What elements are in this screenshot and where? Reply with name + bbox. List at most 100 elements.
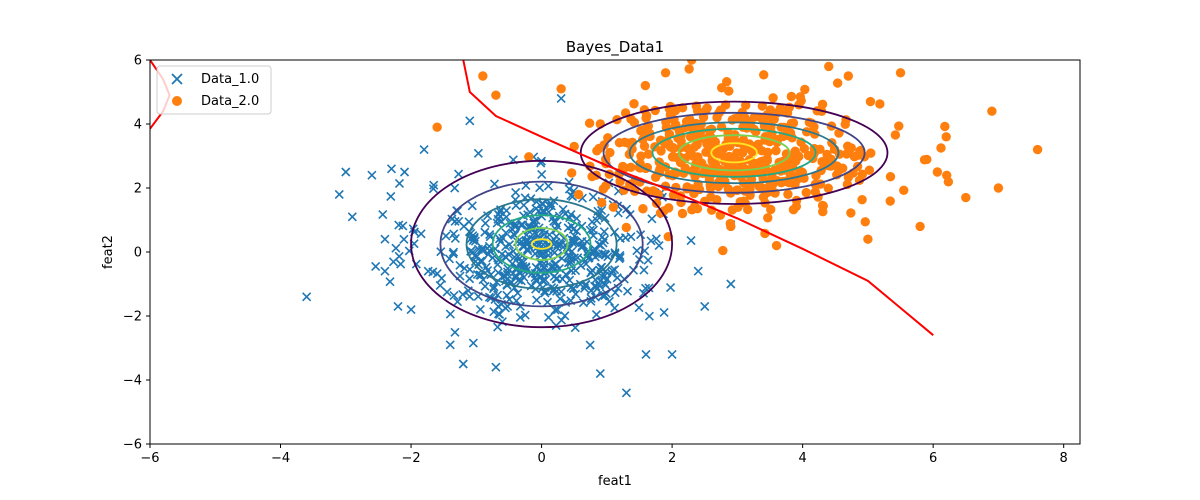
data-point-data2 — [639, 141, 650, 151]
data-point-data2 — [809, 122, 819, 132]
data-point-data1 — [641, 349, 651, 359]
data-point-data1 — [565, 213, 575, 223]
data-point-data1 — [613, 283, 623, 293]
data-point-data1 — [686, 236, 696, 246]
data-point-data2 — [689, 201, 700, 212]
data-point-data2 — [751, 126, 761, 137]
data-point-data1 — [386, 191, 396, 202]
data-point-data1 — [458, 289, 468, 300]
data-point-data2 — [795, 92, 806, 102]
data-point-data1 — [539, 253, 549, 263]
data-point-data1 — [347, 212, 357, 222]
y-tick-label: 6 — [134, 54, 142, 69]
data-point-data1 — [429, 180, 439, 190]
data-point-data1 — [494, 255, 504, 265]
data-point-data2 — [655, 208, 666, 218]
data-point-data1 — [475, 304, 485, 315]
data-point-data1 — [621, 388, 631, 398]
data-point-data1 — [555, 294, 565, 304]
data-point-data1 — [483, 211, 493, 221]
data-point-data1 — [588, 192, 598, 202]
data-point-data1 — [511, 187, 521, 197]
data-point-data2 — [663, 203, 674, 213]
data-point-data2 — [584, 118, 595, 128]
x-tick-label: −2 — [401, 451, 420, 466]
data-point-data2 — [698, 112, 709, 122]
axis-ticks: −6 −4 −2 0 2 4 6 8 −6 −4 −2 0 2 4 6 — [123, 54, 1068, 467]
data-point-data1 — [442, 287, 452, 297]
contour-ellipse-class1 — [465, 198, 618, 290]
data-point-data1 — [542, 297, 553, 307]
data-point-data1 — [563, 258, 574, 268]
data-point-data1 — [465, 291, 475, 301]
data-point-data2 — [676, 197, 686, 208]
contour-ellipse-class1 — [491, 214, 592, 274]
data-point-data1 — [416, 229, 426, 239]
data-point-data1 — [565, 275, 575, 285]
data-point-data1 — [636, 230, 646, 240]
data-point-data2 — [569, 141, 579, 152]
plot-area — [150, 60, 1043, 398]
data-point-data1 — [543, 181, 553, 191]
data-point-data1 — [450, 183, 460, 193]
data-point-data1 — [398, 221, 408, 231]
data-point-data1 — [380, 266, 390, 276]
data-point-data1 — [551, 274, 561, 284]
data-point-data1 — [452, 206, 463, 216]
data-point-data2 — [524, 152, 534, 162]
data-point-data1 — [558, 204, 568, 215]
data-point-data2 — [733, 112, 744, 123]
data-point-data2 — [716, 83, 727, 93]
data-point-data2 — [603, 133, 613, 143]
data-point-data1 — [419, 145, 429, 155]
data-point-data1 — [465, 116, 475, 126]
x-tick-label: 0 — [537, 451, 545, 466]
data-point-data1 — [561, 269, 571, 279]
data-point-data1 — [726, 279, 736, 289]
data-point-data1 — [552, 305, 562, 315]
data-point-data2 — [656, 146, 666, 156]
data-point-data1 — [667, 349, 677, 359]
data-point-data2 — [761, 114, 771, 124]
data-point-data2 — [915, 221, 925, 232]
data-point-data2 — [875, 99, 885, 109]
data-point-data1 — [543, 312, 554, 323]
data-point-data1 — [371, 261, 381, 272]
data-point-data1 — [535, 183, 545, 193]
data-point-data2 — [723, 184, 734, 194]
data-point-data1 — [622, 286, 633, 296]
chart-title: Bayes_Data1 — [566, 38, 664, 57]
data-point-data1 — [445, 340, 455, 350]
data-point-data1 — [448, 249, 458, 259]
data-point-data1 — [391, 243, 401, 253]
contour-ellipse-class1 — [439, 180, 644, 308]
data-point-data2 — [566, 168, 577, 178]
data-point-data1 — [489, 307, 499, 317]
data-point-data2 — [843, 172, 854, 183]
data-point-data1 — [588, 230, 598, 241]
data-point-data2 — [573, 189, 584, 200]
legend-marker-data1 — [171, 73, 183, 85]
data-point-data2 — [667, 152, 678, 162]
data-point-data1 — [528, 234, 538, 244]
data-point-data1 — [639, 265, 649, 275]
legend-label-data2: Data_2.0 — [201, 94, 259, 109]
x-tick-label: 6 — [929, 451, 937, 466]
data-point-data1 — [569, 231, 580, 241]
data-point-data2 — [741, 100, 751, 110]
data-point-data2 — [987, 106, 997, 116]
data-point-data1 — [388, 257, 399, 267]
data-point-data2 — [556, 84, 566, 94]
data-point-data1 — [550, 305, 560, 315]
data-point-data1 — [485, 230, 495, 240]
data-point-data2 — [932, 167, 943, 177]
data-point-data1 — [591, 309, 602, 320]
data-point-data2 — [771, 240, 782, 251]
data-point-data2 — [668, 143, 679, 154]
data-point-data2 — [993, 183, 1004, 193]
data-point-data1 — [693, 266, 703, 276]
data-point-data2 — [832, 78, 843, 88]
data-point-data1 — [552, 242, 562, 252]
data-point-data1 — [454, 169, 464, 179]
